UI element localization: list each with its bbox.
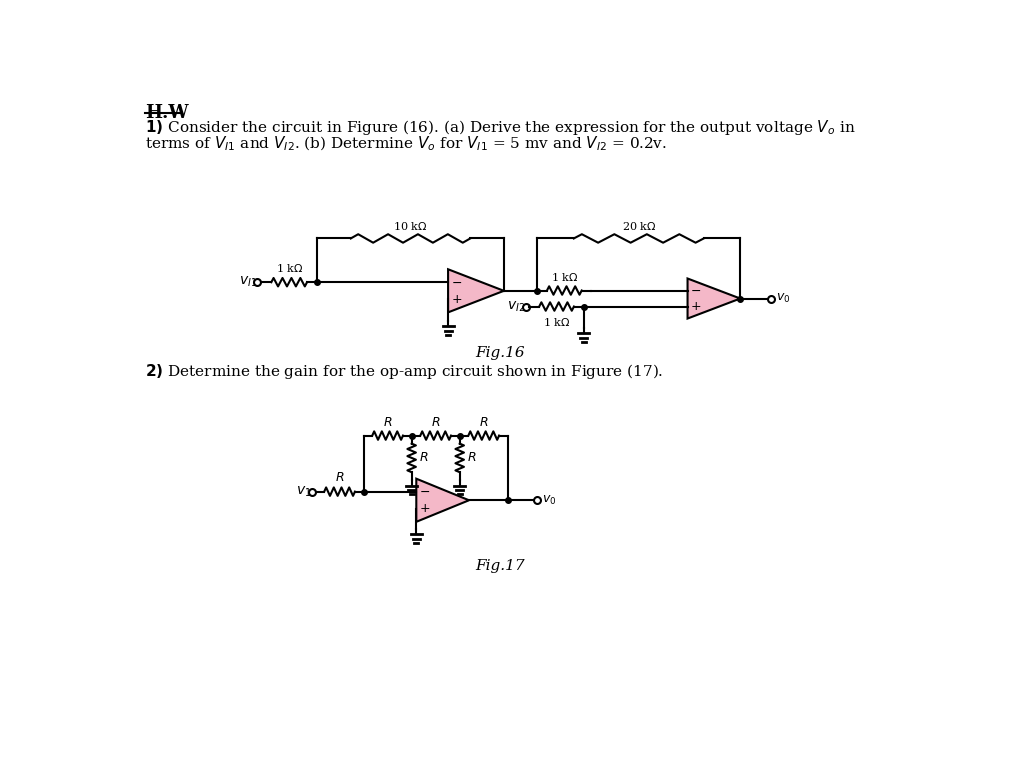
Text: H.W: H.W: [145, 104, 188, 122]
Text: 1 k$\Omega$: 1 k$\Omega$: [275, 263, 303, 274]
Text: 1 k$\Omega$: 1 k$\Omega$: [551, 271, 578, 283]
Text: $+$: $+$: [451, 293, 462, 306]
Text: $+$: $+$: [690, 300, 701, 313]
Text: Fig.17: Fig.17: [475, 559, 525, 573]
Text: 10 k$\Omega$: 10 k$\Omega$: [393, 220, 428, 231]
Text: $\mathbf{1)}$ Consider the circuit in Figure (16). (a) Derive the expression for: $\mathbf{1)}$ Consider the circuit in Fi…: [145, 118, 855, 137]
Text: $-$: $-$: [451, 276, 462, 289]
Text: $v_1$: $v_1$: [296, 485, 311, 499]
Text: $R$: $R$: [419, 452, 428, 465]
Text: $v_{I1}$: $v_{I1}$: [239, 275, 257, 290]
Text: $v_{I2}$: $v_{I2}$: [507, 300, 525, 313]
Text: 20 k$\Omega$: 20 k$\Omega$: [622, 220, 656, 231]
Text: $R$: $R$: [431, 415, 440, 429]
Polygon shape: [687, 279, 740, 319]
Text: $-$: $-$: [419, 485, 430, 498]
Polygon shape: [417, 478, 469, 521]
Text: $R$: $R$: [335, 471, 344, 484]
Text: terms of $V_{I1}$ and $V_{I2}$. (b) Determine $V_o$ for $V_{I1}$ = 5 mv and $V_{: terms of $V_{I1}$ and $V_{I2}$. (b) Dete…: [145, 134, 667, 153]
Polygon shape: [449, 270, 504, 313]
Text: $v_0$: $v_0$: [542, 494, 556, 507]
Text: $+$: $+$: [419, 502, 430, 515]
Text: $-$: $-$: [690, 284, 701, 297]
Text: $R$: $R$: [383, 415, 392, 429]
Text: $R$: $R$: [467, 452, 476, 465]
Text: $v_0$: $v_0$: [776, 292, 791, 305]
Text: $R$: $R$: [479, 415, 488, 429]
Text: 1 k$\Omega$: 1 k$\Omega$: [543, 316, 570, 328]
Text: Fig.16: Fig.16: [475, 346, 525, 360]
Text: $\mathbf{2)}$ Determine the gain for the op-amp circuit shown in Figure (17).: $\mathbf{2)}$ Determine the gain for the…: [145, 362, 664, 381]
